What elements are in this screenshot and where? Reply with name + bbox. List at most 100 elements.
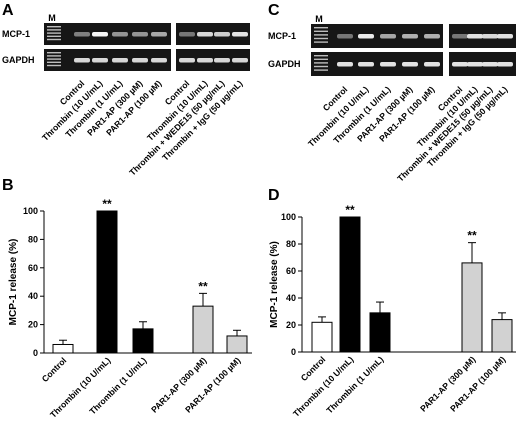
gel-band	[151, 58, 167, 63]
gel-strip-left	[311, 24, 443, 48]
bar	[369, 312, 391, 353]
y-tick-label: 100	[281, 212, 296, 222]
y-tick-label: 0	[33, 348, 38, 358]
y-axis-label: MCP-1 release (%)	[8, 239, 19, 326]
gel-row-label: MCP-1	[2, 29, 30, 39]
bar	[52, 343, 74, 354]
x-tick-label: PAR1-AP (300 µM)	[418, 354, 477, 413]
marker-label: M	[48, 13, 56, 23]
ladder-band	[314, 62, 328, 64]
gel-band	[197, 32, 213, 37]
y-tick-label: 20	[286, 320, 296, 330]
gel-strip-left	[311, 52, 443, 76]
gel-band	[92, 32, 108, 37]
x-tick-label: Thrombin (1 U/mL)	[324, 354, 385, 415]
ladder-band	[314, 55, 328, 57]
gel-band	[197, 58, 213, 63]
y-tick-label: 0	[291, 347, 296, 357]
gel-band	[482, 62, 498, 67]
x-tick-label: Control	[40, 355, 69, 384]
gel-band	[112, 32, 128, 37]
ladder-band	[314, 27, 328, 29]
bar	[311, 321, 333, 353]
gel-band	[232, 58, 248, 63]
y-tick-label: 80	[28, 234, 38, 244]
gel-band	[402, 62, 418, 67]
gel-row-label: MCP-1	[268, 31, 296, 41]
ladder-band	[314, 34, 328, 36]
bar	[491, 319, 513, 353]
panel-label-d: D	[268, 187, 280, 204]
ladder-band	[47, 64, 61, 67]
gel-band	[337, 62, 353, 67]
ladder-band	[47, 52, 61, 54]
y-tick-label: 60	[286, 266, 296, 276]
bar	[461, 262, 483, 353]
ladder-band	[47, 35, 61, 37]
gel-band	[452, 62, 468, 67]
gel-band	[424, 62, 440, 67]
gel-band	[497, 34, 513, 39]
gel-band	[358, 62, 374, 67]
gel-band	[467, 34, 483, 39]
gel-band	[380, 34, 396, 39]
ladder-band	[314, 65, 328, 68]
y-tick-label: 40	[286, 293, 296, 303]
gel-band	[74, 58, 90, 63]
significance-mark: **	[102, 197, 112, 211]
panel-label-a: A	[2, 2, 14, 19]
gel-band	[179, 58, 195, 63]
significance-mark: **	[345, 203, 355, 217]
gel-row-label: GAPDH	[268, 59, 301, 69]
gel-band	[151, 32, 167, 37]
y-tick-label: 60	[28, 263, 38, 273]
gel-band	[214, 32, 230, 37]
bar	[339, 216, 361, 353]
ladder-band	[47, 29, 61, 31]
gel-band	[132, 58, 148, 63]
x-tick-label: PAR1-AP (100 µM)	[448, 354, 507, 413]
gel-band	[92, 58, 108, 63]
ladder-band	[47, 38, 61, 41]
gel-band	[452, 34, 468, 39]
significance-mark: **	[467, 229, 477, 243]
ladder-band	[314, 41, 328, 43]
ladder-band	[47, 58, 61, 60]
gel-band	[482, 34, 498, 39]
gel-band	[380, 62, 396, 67]
bar	[132, 328, 154, 354]
gel-band	[424, 34, 440, 39]
gel-band	[467, 62, 483, 67]
ladder-band	[314, 30, 328, 32]
gel-band	[179, 32, 195, 37]
gel-band	[214, 58, 230, 63]
ladder-band	[314, 37, 328, 40]
gel-band	[112, 58, 128, 63]
gel-band	[232, 32, 248, 37]
ladder-band	[314, 69, 328, 71]
panel-label-b: B	[2, 177, 14, 194]
y-tick-label: 40	[28, 291, 38, 301]
gel-band	[402, 34, 418, 39]
ladder-band	[47, 26, 61, 28]
marker-label: M	[315, 14, 323, 24]
panel-label-c: C	[268, 2, 280, 19]
y-tick-label: 20	[28, 320, 38, 330]
y-tick-label: 100	[23, 206, 38, 216]
ladder-band	[314, 58, 328, 60]
y-axis-label: MCP-1 release (%)	[269, 241, 280, 328]
ladder-band	[47, 55, 61, 57]
bar	[96, 210, 118, 354]
y-tick-label: 80	[286, 239, 296, 249]
bar	[226, 335, 248, 354]
gel-row-label: GAPDH	[2, 55, 35, 65]
x-tick-label: PAR1-AP (300 µM)	[149, 355, 208, 414]
gel-band	[358, 34, 374, 39]
gel-band	[74, 32, 90, 37]
gel-band	[497, 62, 513, 67]
significance-mark: **	[198, 279, 208, 293]
